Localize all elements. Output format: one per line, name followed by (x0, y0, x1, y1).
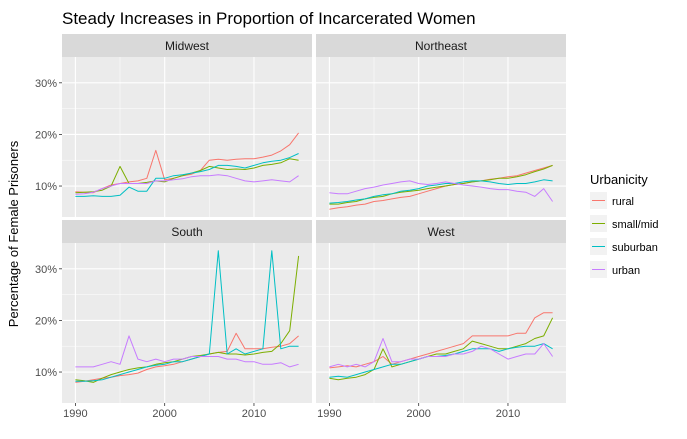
series-line-rural (329, 164, 553, 210)
facet-strip-label: West (427, 225, 455, 239)
facet-panel-south: South 10% 20% 30% 1990 2000 2010 (35, 220, 312, 420)
legend-label: suburban (612, 242, 658, 254)
series-line-small-mid (329, 317, 554, 381)
series-line-urban (75, 335, 299, 368)
legend-entry-rural: rural (590, 192, 634, 209)
y-tick-label: 20% (35, 315, 57, 327)
facet-panel-west: West 1990 2000 2010 (316, 220, 566, 420)
y-tick-label: 10% (35, 367, 57, 379)
legend-entry-urban: urban (590, 261, 640, 278)
series-line-rural (329, 312, 553, 369)
legend-entry-small-mid: small/mid (590, 215, 658, 232)
x-tick-label: 2010 (496, 408, 520, 420)
y-tick-label: 30% (35, 264, 57, 276)
y-tick-label: 30% (35, 78, 57, 90)
chart-title: Steady Increases in Proportion of Incarc… (62, 9, 476, 28)
series-line-urban (329, 338, 554, 368)
legend-entry-suburban: suburban (590, 238, 658, 255)
panel-background (316, 243, 566, 403)
series-line-suburban (329, 179, 553, 204)
facet-panels: Midwest 10% 20% 30% Northeast South 10% 20% 30% 1… (35, 34, 566, 420)
legend-label: urban (612, 265, 640, 277)
facet-strip (316, 220, 566, 243)
series-line-rural (75, 132, 299, 194)
facet-strip (62, 34, 312, 57)
panel-background (62, 57, 312, 217)
legend-label: small/mid (612, 219, 658, 231)
series-line-urban (329, 180, 554, 202)
series-line-urban (75, 174, 299, 195)
y-tick-label: 10% (35, 181, 57, 193)
x-tick-label: 1990 (63, 408, 87, 420)
series-line-suburban (75, 250, 299, 382)
x-tick-label: 2000 (406, 408, 430, 420)
x-tick-label: 1990 (317, 408, 341, 420)
x-tick-label: 2000 (152, 408, 176, 420)
facet-panel-midwest: Midwest 10% 20% 30% (35, 34, 312, 217)
y-axis-title: Percentage of Female Prisoners (6, 140, 21, 327)
facet-strip (62, 220, 312, 243)
facet-panel-northeast: Northeast (316, 34, 566, 217)
facet-strip-label: South (171, 225, 202, 239)
facet-strip-label: Midwest (165, 39, 210, 53)
legend-title: Urbanicity (590, 172, 648, 187)
legend-label: rural (612, 196, 634, 208)
legend: Urbanicity rural small/mid suburban urban (590, 172, 658, 278)
facet-strip-label: Northeast (415, 39, 468, 53)
series-line-suburban (75, 153, 299, 197)
x-tick-label: 2010 (242, 408, 266, 420)
facet-strip (316, 34, 566, 57)
y-tick-label: 20% (35, 129, 57, 141)
